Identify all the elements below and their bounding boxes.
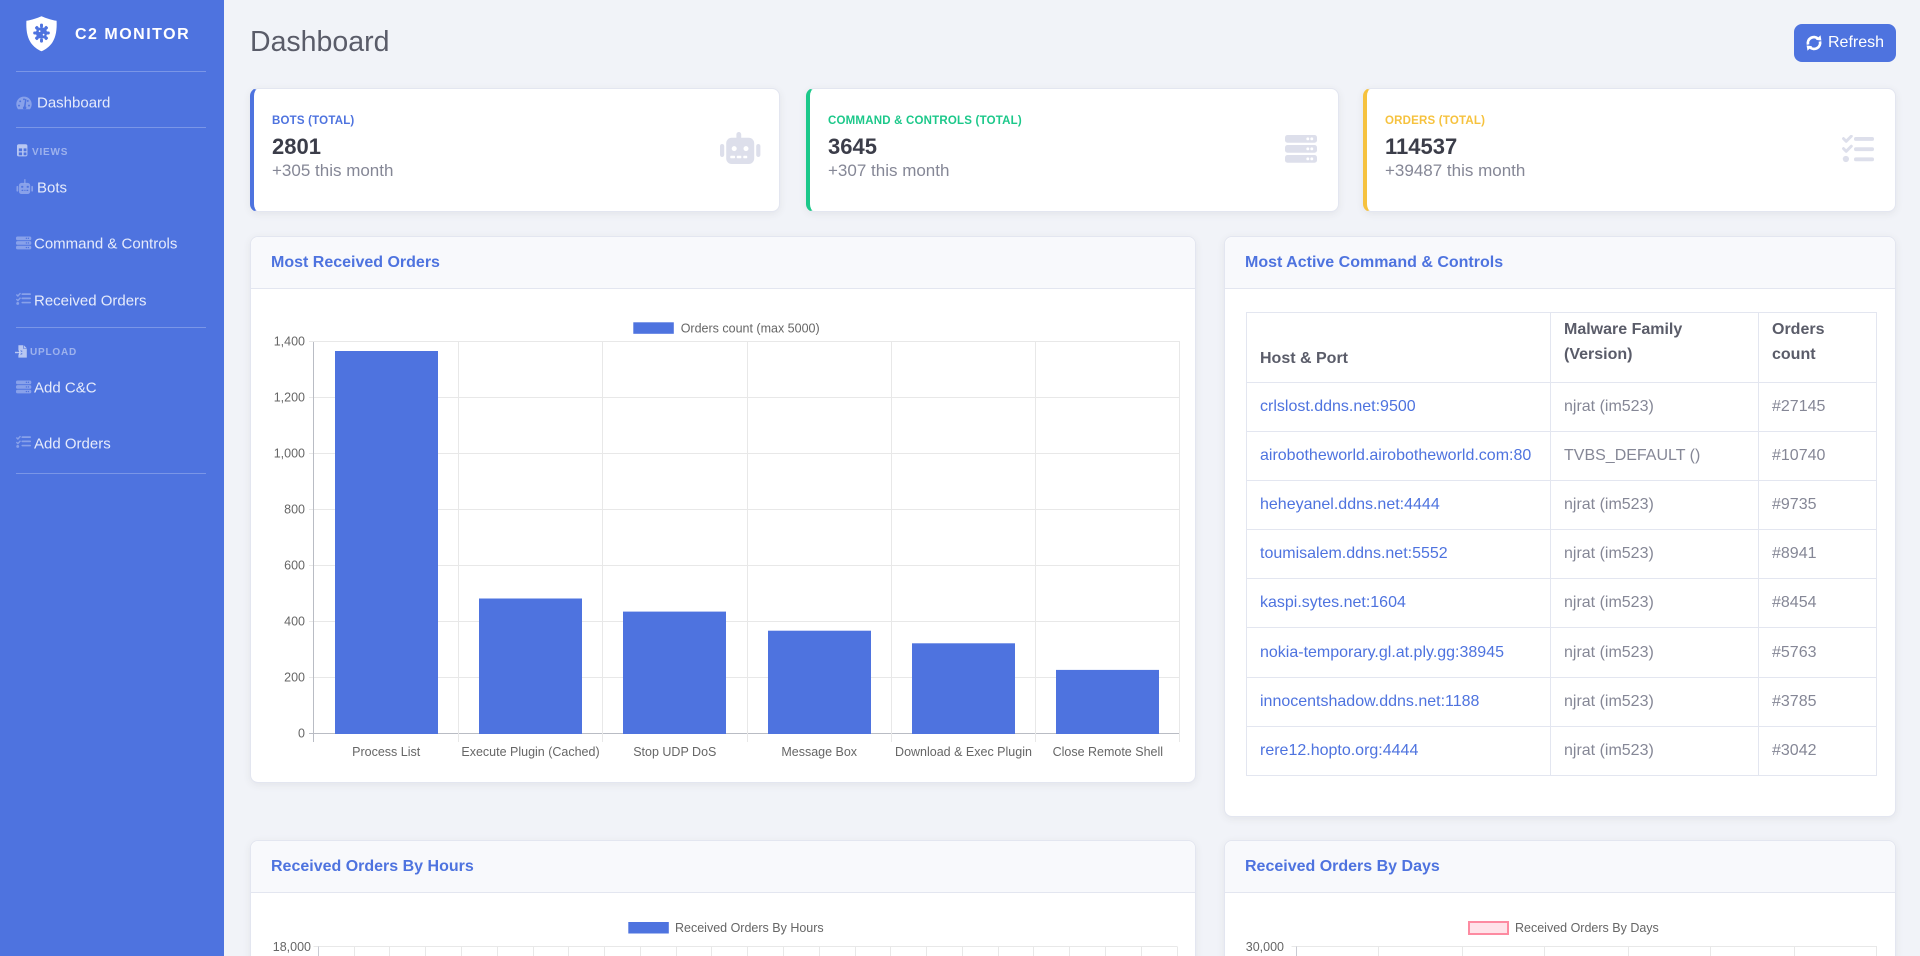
svg-text:1,200: 1,200 [274,391,305,405]
svg-text:Stop UDP DoS: Stop UDP DoS [633,745,716,759]
svg-text:Message Box: Message Box [781,745,857,759]
svg-text:400: 400 [284,615,305,629]
svg-text:Received Orders By Hours: Received Orders By Hours [675,921,824,935]
svg-text:Received Orders By Days: Received Orders By Days [1515,921,1659,935]
svg-text:800: 800 [284,503,305,517]
svg-text:18,000: 18,000 [273,940,311,954]
svg-text:Download & Exec Plugin: Download & Exec Plugin [895,745,1032,759]
svg-text:1,400: 1,400 [274,335,305,349]
svg-text:Orders count (max 5000): Orders count (max 5000) [681,322,820,336]
svg-text:600: 600 [284,559,305,573]
svg-text:200: 200 [284,671,305,685]
svg-text:1,000: 1,000 [274,447,305,461]
svg-text:Close Remote Shell: Close Remote Shell [1053,745,1163,759]
svg-text:0: 0 [298,727,305,741]
svg-text:Execute Plugin (Cached): Execute Plugin (Cached) [461,745,599,759]
svg-text:30,000: 30,000 [1246,940,1284,954]
svg-text:Process List: Process List [352,745,421,759]
